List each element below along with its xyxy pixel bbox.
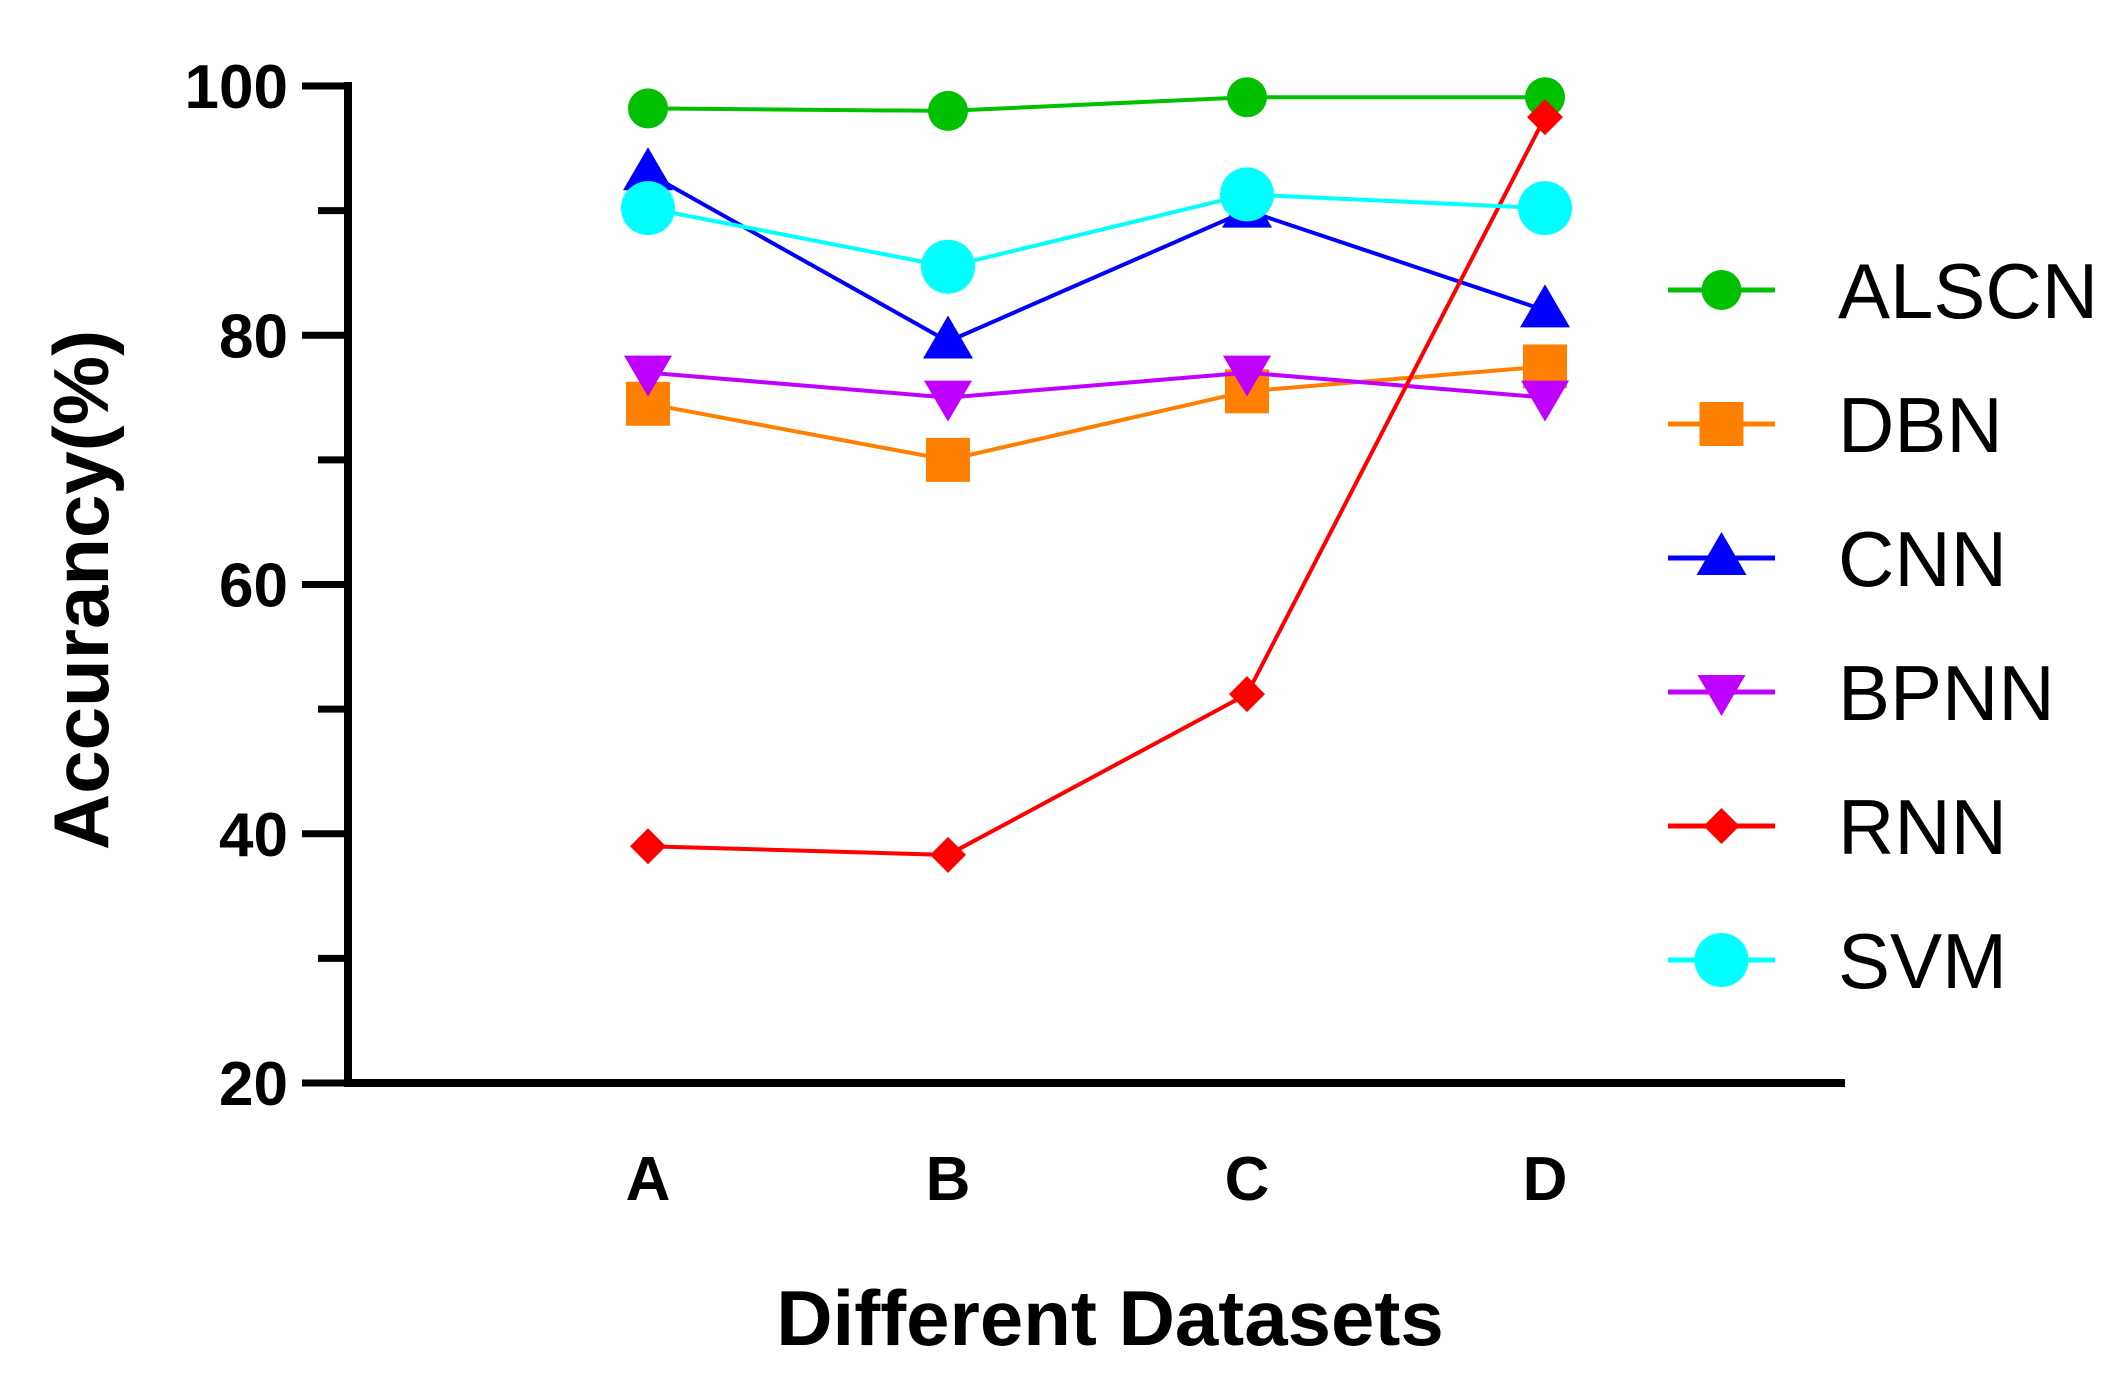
legend-item-rnn: RNN	[1668, 783, 2007, 871]
series-line	[647, 171, 1546, 344]
legend-item-cnn: CNN	[1668, 515, 2007, 603]
series-line	[647, 95, 1545, 113]
legend-item-dbn: DBN	[1668, 381, 2003, 469]
data-point	[630, 828, 666, 865]
legend-label: BPNN	[1838, 649, 2055, 737]
data-point	[1527, 99, 1563, 136]
data-point	[1699, 402, 1744, 446]
data-point	[1220, 167, 1274, 222]
data-point	[923, 315, 973, 359]
legend-item-alscn: ALSCN	[1668, 247, 2098, 335]
series-line	[647, 370, 1546, 400]
x-tick-label: A	[626, 1145, 671, 1214]
data-point	[628, 88, 668, 129]
legend-label: ALSCN	[1838, 247, 2098, 335]
data-point	[1697, 675, 1746, 716]
y-tick-label: 20	[219, 1050, 288, 1119]
y-tick-label: 100	[185, 53, 288, 122]
legend-label: DBN	[1838, 381, 2003, 469]
y-tick-label: 60	[219, 552, 288, 621]
legend-item-bpnn: BPNN	[1668, 649, 2055, 737]
legend-label: RNN	[1838, 783, 2007, 871]
x-tick-label: C	[1225, 1145, 1270, 1214]
data-point	[921, 239, 975, 294]
data-point	[1229, 676, 1265, 713]
data-point	[1701, 270, 1742, 310]
data-point	[1694, 933, 1749, 987]
data-point	[930, 836, 966, 873]
series-cnn	[623, 147, 1570, 359]
legend-label: SVM	[1838, 917, 2007, 1005]
series-rnn	[630, 99, 1563, 873]
series-layer	[621, 77, 1572, 873]
data-point	[1696, 532, 1747, 575]
data-point	[1703, 808, 1740, 844]
data-point	[928, 90, 968, 131]
y-axis-title: Accurancy(%)	[37, 330, 125, 850]
series-bpnn	[624, 355, 1569, 422]
y-tick-label: 80	[219, 302, 288, 371]
series-alscn	[628, 77, 1565, 131]
data-point	[1223, 355, 1271, 397]
legend: ALSCN DBN CNN BPNN RNN SVM	[1668, 247, 2098, 1005]
data-point	[1518, 181, 1572, 236]
data-point	[1525, 77, 1565, 118]
data-point	[1521, 380, 1569, 422]
data-point	[624, 355, 672, 397]
legend-item-svm: SVM	[1668, 917, 2007, 1005]
axes: 20 40 60 80 100 A B C D	[185, 53, 1845, 1214]
data-point	[621, 181, 675, 236]
y-tick-label: 40	[219, 801, 288, 870]
data-point	[926, 437, 970, 482]
series-line	[647, 116, 1547, 857]
x-tick-label: B	[926, 1145, 971, 1214]
x-tick-label: D	[1523, 1145, 1568, 1214]
data-point	[1227, 77, 1267, 118]
data-point	[924, 380, 972, 422]
data-point	[1520, 284, 1570, 328]
series-svm	[621, 167, 1572, 294]
data-point	[623, 147, 673, 191]
legend-label: CNN	[1838, 515, 2007, 603]
series-dbn	[626, 344, 1567, 482]
series-line	[647, 192, 1546, 269]
x-axis-title: Different Datasets	[776, 1274, 1444, 1362]
series-line	[647, 364, 1546, 462]
